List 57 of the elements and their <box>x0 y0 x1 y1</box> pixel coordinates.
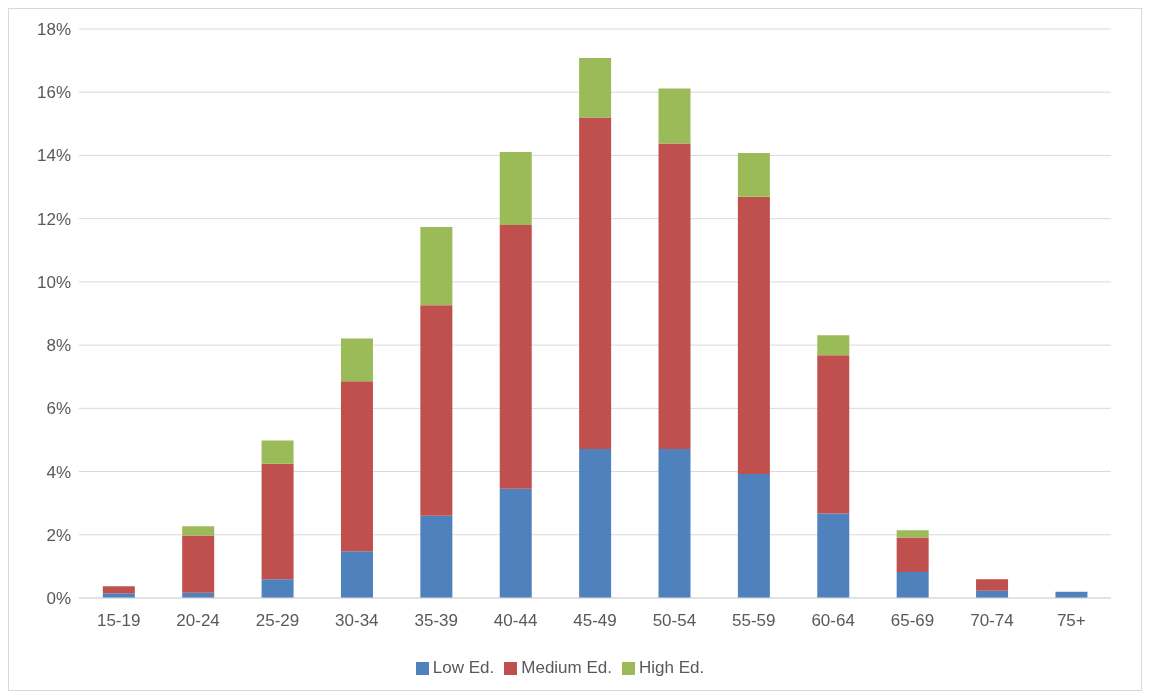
x-tick-label: 15-19 <box>96 611 141 631</box>
bar <box>896 530 929 538</box>
bar <box>420 226 453 306</box>
bar <box>102 586 135 594</box>
x-tick-label: 30-34 <box>335 611 379 631</box>
x-tick-label: 65-69 <box>890 611 935 631</box>
bar <box>658 143 691 450</box>
bar <box>340 551 373 598</box>
x-tick-label: 60-64 <box>811 611 855 631</box>
bar <box>182 526 215 536</box>
y-tick-label: 0% <box>46 589 71 609</box>
bar <box>737 196 770 475</box>
bar <box>737 152 770 197</box>
x-tick-label: 25-29 <box>255 611 300 631</box>
bar <box>737 474 770 598</box>
y-tick-label: 12% <box>36 209 71 229</box>
bar <box>817 513 850 598</box>
bar <box>340 381 373 552</box>
bar <box>261 463 294 580</box>
bar <box>579 449 612 598</box>
y-tick-label: 18% <box>36 20 71 40</box>
y-tick-label: 8% <box>46 336 71 356</box>
y-tick-label: 4% <box>46 462 71 482</box>
x-tick-label: 45-49 <box>573 611 617 631</box>
bar <box>658 449 691 598</box>
x-tick-label: 20-24 <box>176 611 220 631</box>
bar <box>896 537 929 573</box>
x-tick-label: 70-74 <box>970 611 1014 631</box>
bar <box>182 535 215 593</box>
bar <box>261 579 294 598</box>
x-tick-label: 40-44 <box>493 611 538 631</box>
x-tick-label: 75+ <box>1056 611 1086 631</box>
x-tick-label: 50-54 <box>652 611 697 631</box>
legend-label: Low Ed. <box>432 658 495 677</box>
bar <box>579 117 612 450</box>
bar <box>499 488 532 598</box>
bar <box>499 224 532 489</box>
bar <box>658 88 691 144</box>
x-tick-label: 55-59 <box>732 611 776 631</box>
x-tick-label: 35-39 <box>414 611 458 631</box>
bar <box>340 338 373 382</box>
y-tick-label: 14% <box>36 146 71 166</box>
bar <box>261 440 294 464</box>
legend-label: Medium Ed. <box>521 658 612 677</box>
bar <box>976 579 1009 591</box>
y-tick-label: 10% <box>36 272 71 292</box>
bar <box>420 515 453 598</box>
legend-label: High Ed. <box>638 658 705 677</box>
bar <box>579 58 612 118</box>
y-tick-label: 2% <box>46 525 71 545</box>
bar <box>817 355 850 514</box>
y-tick-label: 6% <box>46 399 71 419</box>
bar <box>420 305 453 516</box>
y-tick-label: 16% <box>36 83 71 103</box>
bar <box>896 572 929 598</box>
bar <box>499 151 532 225</box>
bar <box>817 335 850 356</box>
